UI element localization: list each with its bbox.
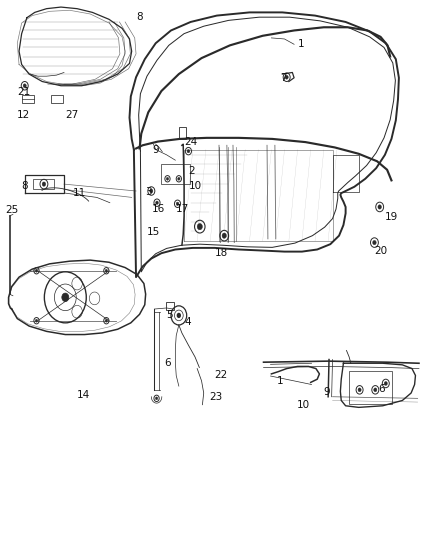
Circle shape (374, 388, 377, 392)
Text: 9: 9 (323, 387, 329, 398)
Bar (51, 95, 63, 103)
Text: 12: 12 (17, 110, 31, 120)
Circle shape (222, 233, 226, 238)
Text: 10: 10 (188, 181, 201, 191)
Bar (166, 302, 174, 310)
Text: 6: 6 (164, 358, 171, 368)
Circle shape (378, 205, 381, 209)
Text: 3: 3 (146, 187, 152, 197)
Text: 5: 5 (166, 310, 173, 320)
Circle shape (105, 319, 108, 322)
Text: 4: 4 (184, 317, 191, 327)
Text: 24: 24 (184, 136, 198, 147)
Text: 1: 1 (277, 376, 283, 386)
Bar (161, 164, 190, 184)
Circle shape (178, 177, 180, 180)
Circle shape (373, 240, 376, 245)
Text: 19: 19 (385, 212, 398, 222)
Text: 15: 15 (147, 227, 160, 237)
Circle shape (62, 293, 69, 302)
Text: 8: 8 (136, 12, 143, 22)
Circle shape (155, 201, 159, 204)
Text: 27: 27 (65, 110, 78, 120)
Text: 1: 1 (297, 39, 304, 49)
Circle shape (384, 382, 387, 385)
Text: 8: 8 (21, 181, 28, 191)
Circle shape (23, 84, 26, 87)
Bar (33, 179, 54, 189)
Circle shape (285, 75, 288, 79)
Text: 18: 18 (215, 248, 228, 258)
Text: 14: 14 (77, 390, 90, 400)
Bar (179, 127, 186, 139)
Circle shape (176, 202, 179, 205)
Text: 21: 21 (17, 87, 31, 97)
Circle shape (358, 388, 361, 392)
Text: 17: 17 (175, 204, 189, 214)
Circle shape (187, 149, 190, 153)
Text: 9: 9 (152, 144, 159, 155)
Text: 22: 22 (214, 370, 227, 381)
Text: 25: 25 (5, 205, 18, 215)
Bar (21, 95, 34, 103)
Circle shape (42, 182, 46, 186)
Circle shape (197, 223, 202, 230)
Circle shape (35, 319, 38, 322)
Text: 20: 20 (374, 246, 387, 255)
Circle shape (166, 177, 169, 180)
Text: 23: 23 (209, 392, 223, 402)
Bar (349, 370, 392, 403)
Text: 6: 6 (378, 384, 385, 394)
Text: 10: 10 (297, 400, 310, 410)
Text: 7: 7 (280, 73, 287, 83)
Circle shape (177, 313, 181, 318)
Circle shape (105, 269, 108, 272)
Text: 16: 16 (151, 204, 165, 214)
Text: 11: 11 (73, 188, 86, 198)
Text: 2: 2 (188, 166, 195, 176)
Circle shape (155, 397, 158, 400)
Circle shape (35, 269, 38, 272)
Circle shape (150, 189, 153, 193)
